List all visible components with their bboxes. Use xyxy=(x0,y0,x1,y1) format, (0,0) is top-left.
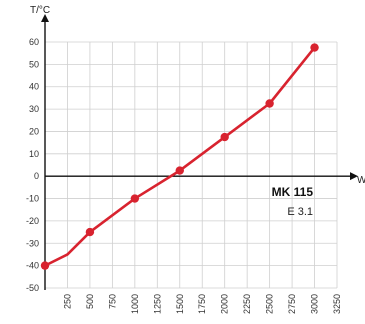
data-point xyxy=(310,43,319,52)
y-tick-label: 50 xyxy=(29,59,39,69)
series-group xyxy=(40,43,319,270)
y-tick-label: 60 xyxy=(29,37,39,47)
x-tick-label: 1500 xyxy=(175,294,185,314)
series-line xyxy=(43,46,316,267)
y-tick-label: 0 xyxy=(34,171,39,181)
x-tick-labels: 250 500 750 1000 1250 1500 1750 2000 2250 2500 275… xyxy=(62,294,342,314)
x-tick-label: 1750 xyxy=(197,294,207,314)
data-point xyxy=(40,261,50,270)
x-tick-label: 2000 xyxy=(220,294,230,314)
y-tick-label: 40 xyxy=(29,82,39,92)
x-tick-label: 3250 xyxy=(332,294,342,314)
y-tick-label: 30 xyxy=(29,104,39,114)
model-variant-annotation: E 3.1 xyxy=(287,206,313,218)
model-annotation: MK 115 xyxy=(272,185,314,199)
data-point xyxy=(220,132,229,142)
data-point xyxy=(85,227,95,237)
x-tick-label: 2750 xyxy=(287,294,297,314)
data-point xyxy=(130,194,140,203)
y-axis-label: T/°C xyxy=(30,5,50,16)
x-tick-label: 1250 xyxy=(152,294,162,314)
x-tick-label: 750 xyxy=(107,294,117,309)
y-tick-label: -50 xyxy=(26,283,39,293)
y-tick-label: 10 xyxy=(29,149,39,159)
x-axis-label: W xyxy=(357,175,365,186)
x-tick-label: 1000 xyxy=(130,294,140,314)
data-point xyxy=(265,99,274,108)
data-point xyxy=(175,166,184,175)
x-tick-label: 2250 xyxy=(242,294,252,314)
x-tick-label: 500 xyxy=(85,294,95,309)
y-tick-label: -20 xyxy=(26,216,39,226)
x-tick-label: 250 xyxy=(62,294,72,309)
grid xyxy=(45,41,338,289)
y-tick-label: -30 xyxy=(26,238,39,248)
x-tick-label: 2500 xyxy=(265,294,275,314)
y-tick-label: -10 xyxy=(26,194,39,204)
y-tick-label: -40 xyxy=(26,261,39,271)
y-axis-arrow xyxy=(41,14,49,22)
y-tick-labels: -50 -40 -30 -20 -10 0 10 20 30 40 50 60 xyxy=(26,37,39,293)
x-tick-label: 3000 xyxy=(310,294,320,314)
x-axis-arrow xyxy=(350,172,358,181)
y-tick-label: 20 xyxy=(29,126,39,136)
axes xyxy=(41,14,358,290)
